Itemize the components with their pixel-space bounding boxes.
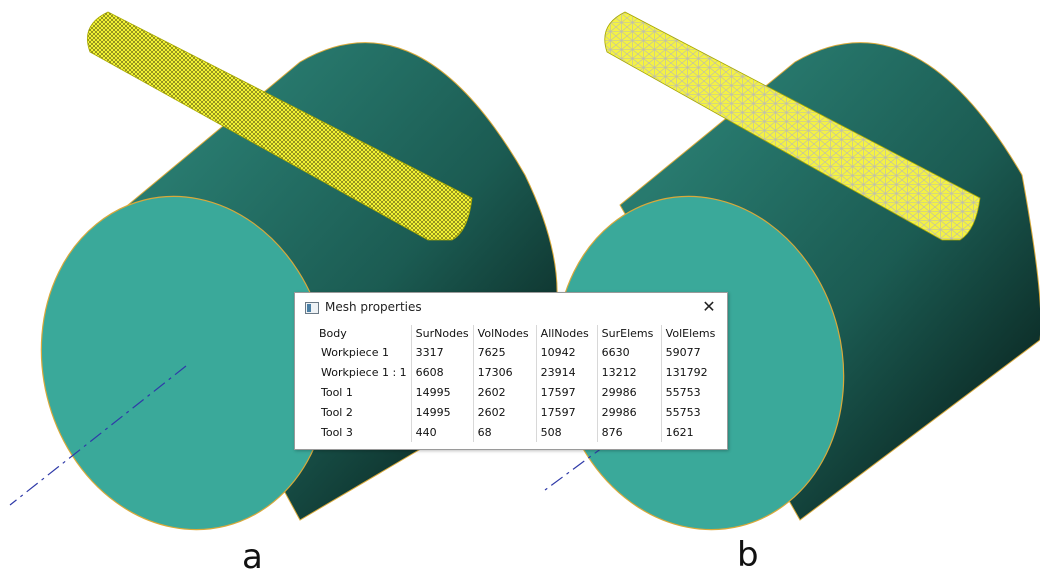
- row-body-name: Tool 1: [321, 385, 353, 399]
- tool-mesh-b: [604, 11, 981, 241]
- row-body-name: Tool 2: [321, 405, 353, 419]
- cell-volelems: 55753: [660, 382, 725, 402]
- cell-volelems: 55753: [660, 402, 725, 422]
- column-header-volelems[interactable]: VolElems: [660, 325, 725, 342]
- table-header-row: Body SurNodes VolNodes AllNodes SurElems…: [310, 325, 725, 342]
- cell-surnodes: 14995: [410, 382, 474, 402]
- table-row[interactable]: Workpiece 1 : 1 6608 17306 23914 13212 1…: [310, 362, 725, 382]
- dialog-title: Mesh properties: [325, 300, 422, 314]
- table-row[interactable]: Tool 1 14995 2602 17597 29986 55753: [310, 382, 725, 402]
- row-body-name: Workpiece 1 : 1: [321, 365, 407, 379]
- panel-label-a: a: [242, 537, 263, 577]
- column-header-volnodes[interactable]: VolNodes: [472, 325, 537, 342]
- cylinder-b-body: [619, 42, 1040, 521]
- cell-surnodes: 6608: [410, 362, 474, 382]
- cell-allnodes: 17597: [535, 402, 598, 422]
- cell-allnodes: 508: [535, 422, 598, 442]
- cell-volnodes: 68: [472, 422, 537, 442]
- column-header-allnodes[interactable]: AllNodes: [535, 325, 598, 342]
- mesh-properties-table: Body SurNodes VolNodes AllNodes SurElems…: [310, 325, 725, 442]
- close-icon[interactable]: ✕: [702, 297, 716, 316]
- cell-allnodes: 17597: [535, 382, 598, 402]
- row-body-name: Tool 3: [321, 425, 353, 439]
- table-row[interactable]: Workpiece 1 3317 7625 10942 6630 59077: [310, 342, 725, 362]
- column-header-body[interactable]: Body: [319, 327, 347, 340]
- cell-surelems: 13212: [596, 362, 662, 382]
- window-icon: [305, 302, 319, 314]
- table-row[interactable]: Tool 2 14995 2602 17597 29986 55753: [310, 402, 725, 422]
- cell-surnodes: 3317: [410, 342, 474, 362]
- tool-mesh-a: [86, 11, 473, 241]
- cell-surelems: 29986: [596, 382, 662, 402]
- axis-line-b: [544, 444, 607, 491]
- row-body-name: Workpiece 1: [321, 345, 389, 359]
- cell-surnodes: 440: [410, 422, 474, 442]
- cell-surelems: 29986: [596, 402, 662, 422]
- panel-label-b: b: [737, 535, 759, 575]
- cell-volnodes: 2602: [472, 382, 537, 402]
- cell-volelems: 131792: [660, 362, 725, 382]
- cell-volnodes: 2602: [472, 402, 537, 422]
- table-row[interactable]: Tool 3 440 68 508 876 1621: [310, 422, 725, 442]
- axis-line-a: [9, 365, 187, 506]
- cell-volelems: 1621: [660, 422, 725, 442]
- cell-allnodes: 23914: [535, 362, 598, 382]
- cell-volelems: 59077: [660, 342, 725, 362]
- cell-volnodes: 7625: [472, 342, 537, 362]
- cell-surnodes: 14995: [410, 402, 474, 422]
- mesh-properties-dialog: Mesh properties ✕ Body SurNodes VolNodes…: [294, 292, 728, 450]
- cell-surelems: 876: [596, 422, 662, 442]
- dialog-titlebar[interactable]: Mesh properties ✕: [295, 293, 727, 323]
- cell-volnodes: 17306: [472, 362, 537, 382]
- column-header-surelems[interactable]: SurElems: [596, 325, 662, 342]
- cell-surelems: 6630: [596, 342, 662, 362]
- column-header-surnodes[interactable]: SurNodes: [410, 325, 474, 342]
- cell-allnodes: 10942: [535, 342, 598, 362]
